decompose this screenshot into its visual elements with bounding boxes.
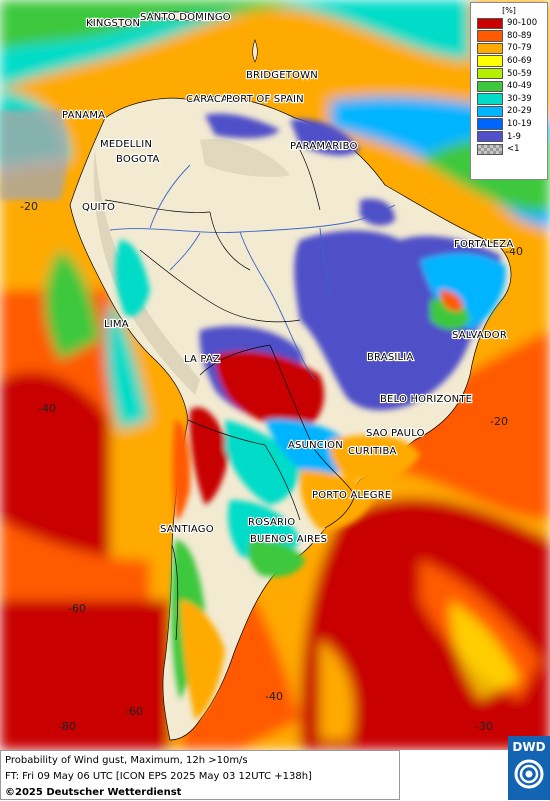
legend-swatch	[477, 30, 503, 42]
city-label: QUITO	[82, 202, 115, 213]
river-network	[109, 164, 396, 381]
city-label: LIMA	[104, 319, 129, 330]
city-label: CARACAS	[186, 94, 235, 105]
legend-item: 80-89	[477, 30, 547, 43]
legend-item: <1	[477, 143, 547, 156]
legend-label: 30-39	[507, 93, 532, 104]
legend-swatch	[477, 118, 503, 130]
legend-label: 80-89	[507, 30, 532, 41]
dwd-logo: DWD	[508, 736, 550, 800]
legend-swatch	[477, 143, 503, 155]
legend-swatch	[477, 130, 503, 143]
city-label: SANTO DOMINGO	[140, 12, 231, 23]
city-label: ROSARIO	[248, 517, 295, 528]
city-label: BUENOS AIRES	[250, 534, 327, 545]
grid-label: -40	[265, 690, 283, 703]
legend-item: 10-19	[477, 118, 547, 131]
legend-item: 40-49	[477, 80, 547, 93]
city-label: BOGOTA	[116, 154, 160, 165]
legend-item: 50-59	[477, 67, 547, 80]
legend-label: 90-100	[507, 18, 538, 29]
city-label: BRIDGETOWN	[246, 70, 318, 81]
city-label: SANTIAGO	[160, 524, 214, 535]
legend-item: 20-29	[477, 105, 547, 118]
forecast-time: FT: Fri 09 May 06 UTC [ICON EPS 2025 May…	[5, 771, 312, 782]
low-probability-area	[0, 110, 68, 200]
probability-map: -20 -40 -60 -40 -20 -80 -60 -40 -30 KING…	[0, 0, 550, 750]
andes-relief	[93, 150, 200, 395]
city-label: PORTO ALEGRE	[312, 490, 391, 501]
grid-label: -60	[125, 705, 143, 718]
legend-label: 10-19	[507, 119, 532, 130]
map-info-box: Probability of Wind gust, Maximum, 12h >…	[0, 750, 400, 800]
grid-label: -30	[475, 720, 493, 733]
city-label: PARAMARIBO	[290, 141, 358, 152]
city-labels: KINGSTON SANTO DOMINGO BRIDGETOWN CARACA…	[61, 11, 514, 546]
city-label: MEDELLIN	[100, 139, 152, 150]
legend-item: 90-100	[477, 17, 547, 30]
grid-label: -40	[38, 402, 56, 415]
land-field	[115, 113, 506, 720]
city-label: SAO PAULO	[366, 428, 425, 439]
city-label: PORT OF SPAIN	[226, 94, 304, 105]
city-label: PANAMA	[62, 110, 105, 121]
grid-labels: -20 -40 -60 -40 -20 -80 -60 -40 -30	[20, 200, 523, 733]
grid-label: -20	[490, 415, 508, 428]
legend-label: 70-79	[507, 43, 532, 54]
legend-label: 40-49	[507, 81, 532, 92]
legend-item: 60-69	[477, 55, 547, 68]
legend-swatch	[477, 105, 503, 118]
city-label: LA PAZ	[184, 354, 220, 365]
city-label: SALVADOR	[452, 330, 507, 341]
grid-label: -60	[68, 602, 86, 615]
legend-label: 60-69	[507, 56, 532, 67]
legend-unit: [%]	[502, 6, 516, 15]
footer: Probability of Wind gust, Maximum, 12h >…	[0, 750, 550, 800]
legend-swatch	[477, 67, 503, 80]
legend-item: 70-79	[477, 42, 547, 55]
legend-swatch	[477, 42, 503, 55]
city-label: ASUNCION	[288, 440, 343, 451]
legend-swatch	[477, 93, 503, 105]
legend: [%] 90-100 80-89 70-79 60-69 50-59 40-49…	[470, 2, 548, 180]
grid-label: -80	[58, 720, 76, 733]
legend-label: 50-59	[507, 68, 532, 79]
legend-swatch	[477, 17, 503, 29]
legend-label: 20-29	[507, 106, 532, 117]
legend-rows: 90-100 80-89 70-79 60-69 50-59 40-49 30-…	[471, 17, 547, 156]
legend-label: 1-9	[507, 131, 521, 142]
legend-swatch	[477, 80, 503, 92]
legend-item: 30-39	[477, 93, 547, 106]
caribbean-islands	[88, 11, 258, 63]
city-label: BELO HORIZONTE	[380, 394, 472, 405]
city-label: CURITIBA	[348, 446, 397, 457]
city-label: KINGSTON	[86, 18, 140, 29]
logo-text: DWD	[512, 740, 546, 754]
legend-label: <1	[507, 144, 520, 155]
national-borders	[104, 149, 356, 641]
city-label: BRASILIA	[367, 352, 414, 363]
grid-label: -40	[505, 245, 523, 258]
legend-swatch	[477, 55, 503, 67]
grid-label: -20	[20, 200, 38, 213]
copyright: ©2025 Deutscher Wetterdienst	[5, 787, 182, 798]
guiana-highlands	[200, 139, 290, 177]
swirl-icon	[514, 759, 544, 789]
product-title: Probability of Wind gust, Maximum, 12h >…	[5, 755, 248, 766]
legend-item: 1-9	[477, 130, 547, 143]
city-label: FORTALEZA	[454, 239, 513, 250]
